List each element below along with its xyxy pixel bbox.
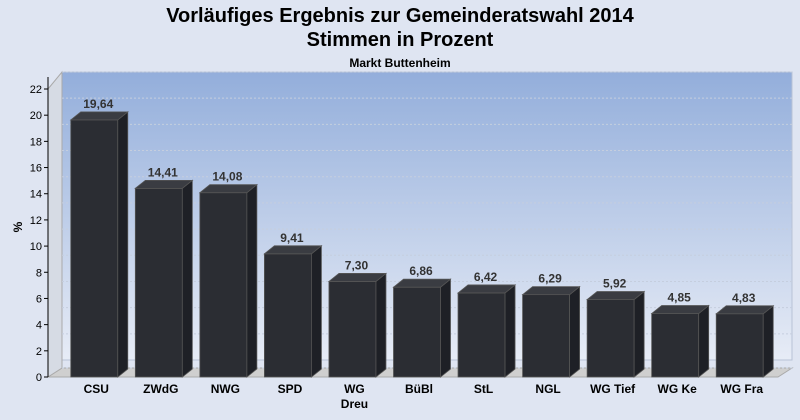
y-tick-label: 12 [30,215,42,227]
y-tick-label: 0 [36,372,42,384]
bar-front [199,192,248,378]
bar-top [198,184,259,194]
bar-top [327,273,388,282]
bar-front [586,299,635,378]
x-category-label: WG Ke [658,382,698,396]
x-category-label: ZWdG [143,382,178,396]
chart-title: Vorläufiges Ergebnis zur Gemeinderatswah… [166,5,634,27]
bar-value-label: 6,42 [474,270,498,284]
x-category-label: NGL [535,382,560,396]
bar-top [715,305,775,315]
chart-title-line2: Stimmen in Prozent [306,29,494,51]
bar-front [715,313,764,378]
bar-side [440,278,451,378]
y-tick-label: 20 [30,110,42,122]
x-category-label: BüBl [405,382,433,396]
bar-value-label: 6,86 [409,264,433,278]
bar-side [762,304,774,378]
y-tick-label: 18 [30,136,42,148]
x-category-label: NWG [211,382,240,396]
bar-top [585,291,646,300]
bar-side [117,111,129,378]
bar-top [263,245,323,255]
x-category-label: StL [474,382,493,396]
chart-subtitle: Markt Buttenheim [349,56,451,70]
bar-top [134,179,194,189]
bar-value-label: 7,30 [345,258,369,272]
bar-front [457,292,506,378]
x-category-label: WG Dreu [341,382,368,411]
bar-value-label: 19,64 [83,97,113,111]
bar-value-label: 4,83 [732,291,756,305]
bar-front [70,119,119,378]
x-category-label: WG Fra [720,382,763,396]
bar-value-label: 5,92 [603,277,627,291]
chart-title-block: Vorläufiges Ergebnis zur Gemeinderatswah… [0,4,800,70]
bar-top [392,278,452,288]
plot-side-wall [47,70,63,378]
x-category-label: SPD [278,382,303,396]
y-tick-label: 8 [36,267,42,279]
bar-value-label: 14,08 [212,170,242,184]
bar-value-label: 14,41 [148,165,178,179]
bar-front [328,281,377,378]
y-tick-label: 16 [30,163,42,175]
bar-side [504,284,516,378]
bar-top [521,286,581,296]
y-tick-label: 10 [30,241,42,253]
bar-side [311,244,322,378]
y-tick-label: 4 [36,320,42,332]
bar-side [633,290,645,378]
bar-top [650,305,710,314]
bar-front [393,286,441,378]
bar-top [69,111,129,121]
bar-side [246,183,258,378]
bar-value-label: 4,85 [668,291,692,305]
y-tick-label: 14 [30,189,42,201]
y-tick-label: 2 [36,346,42,358]
bar-value-label: 6,29 [538,272,562,286]
bar-front [522,294,570,378]
bar-front [134,187,183,378]
bar-side [375,272,387,378]
y-axis-label: % [11,221,25,232]
y-tick-label: 22 [30,84,42,96]
x-category-label: WG Tief [590,382,636,396]
bar-side [181,179,193,378]
x-category-label: CSU [84,382,109,396]
y-tick-label: 6 [36,293,42,305]
bar-front [264,253,312,378]
bar-front [651,313,700,378]
bar-side [569,285,580,378]
bar-value-label: 9,41 [280,231,304,245]
bar-top [456,284,517,294]
bar-side [698,304,710,378]
